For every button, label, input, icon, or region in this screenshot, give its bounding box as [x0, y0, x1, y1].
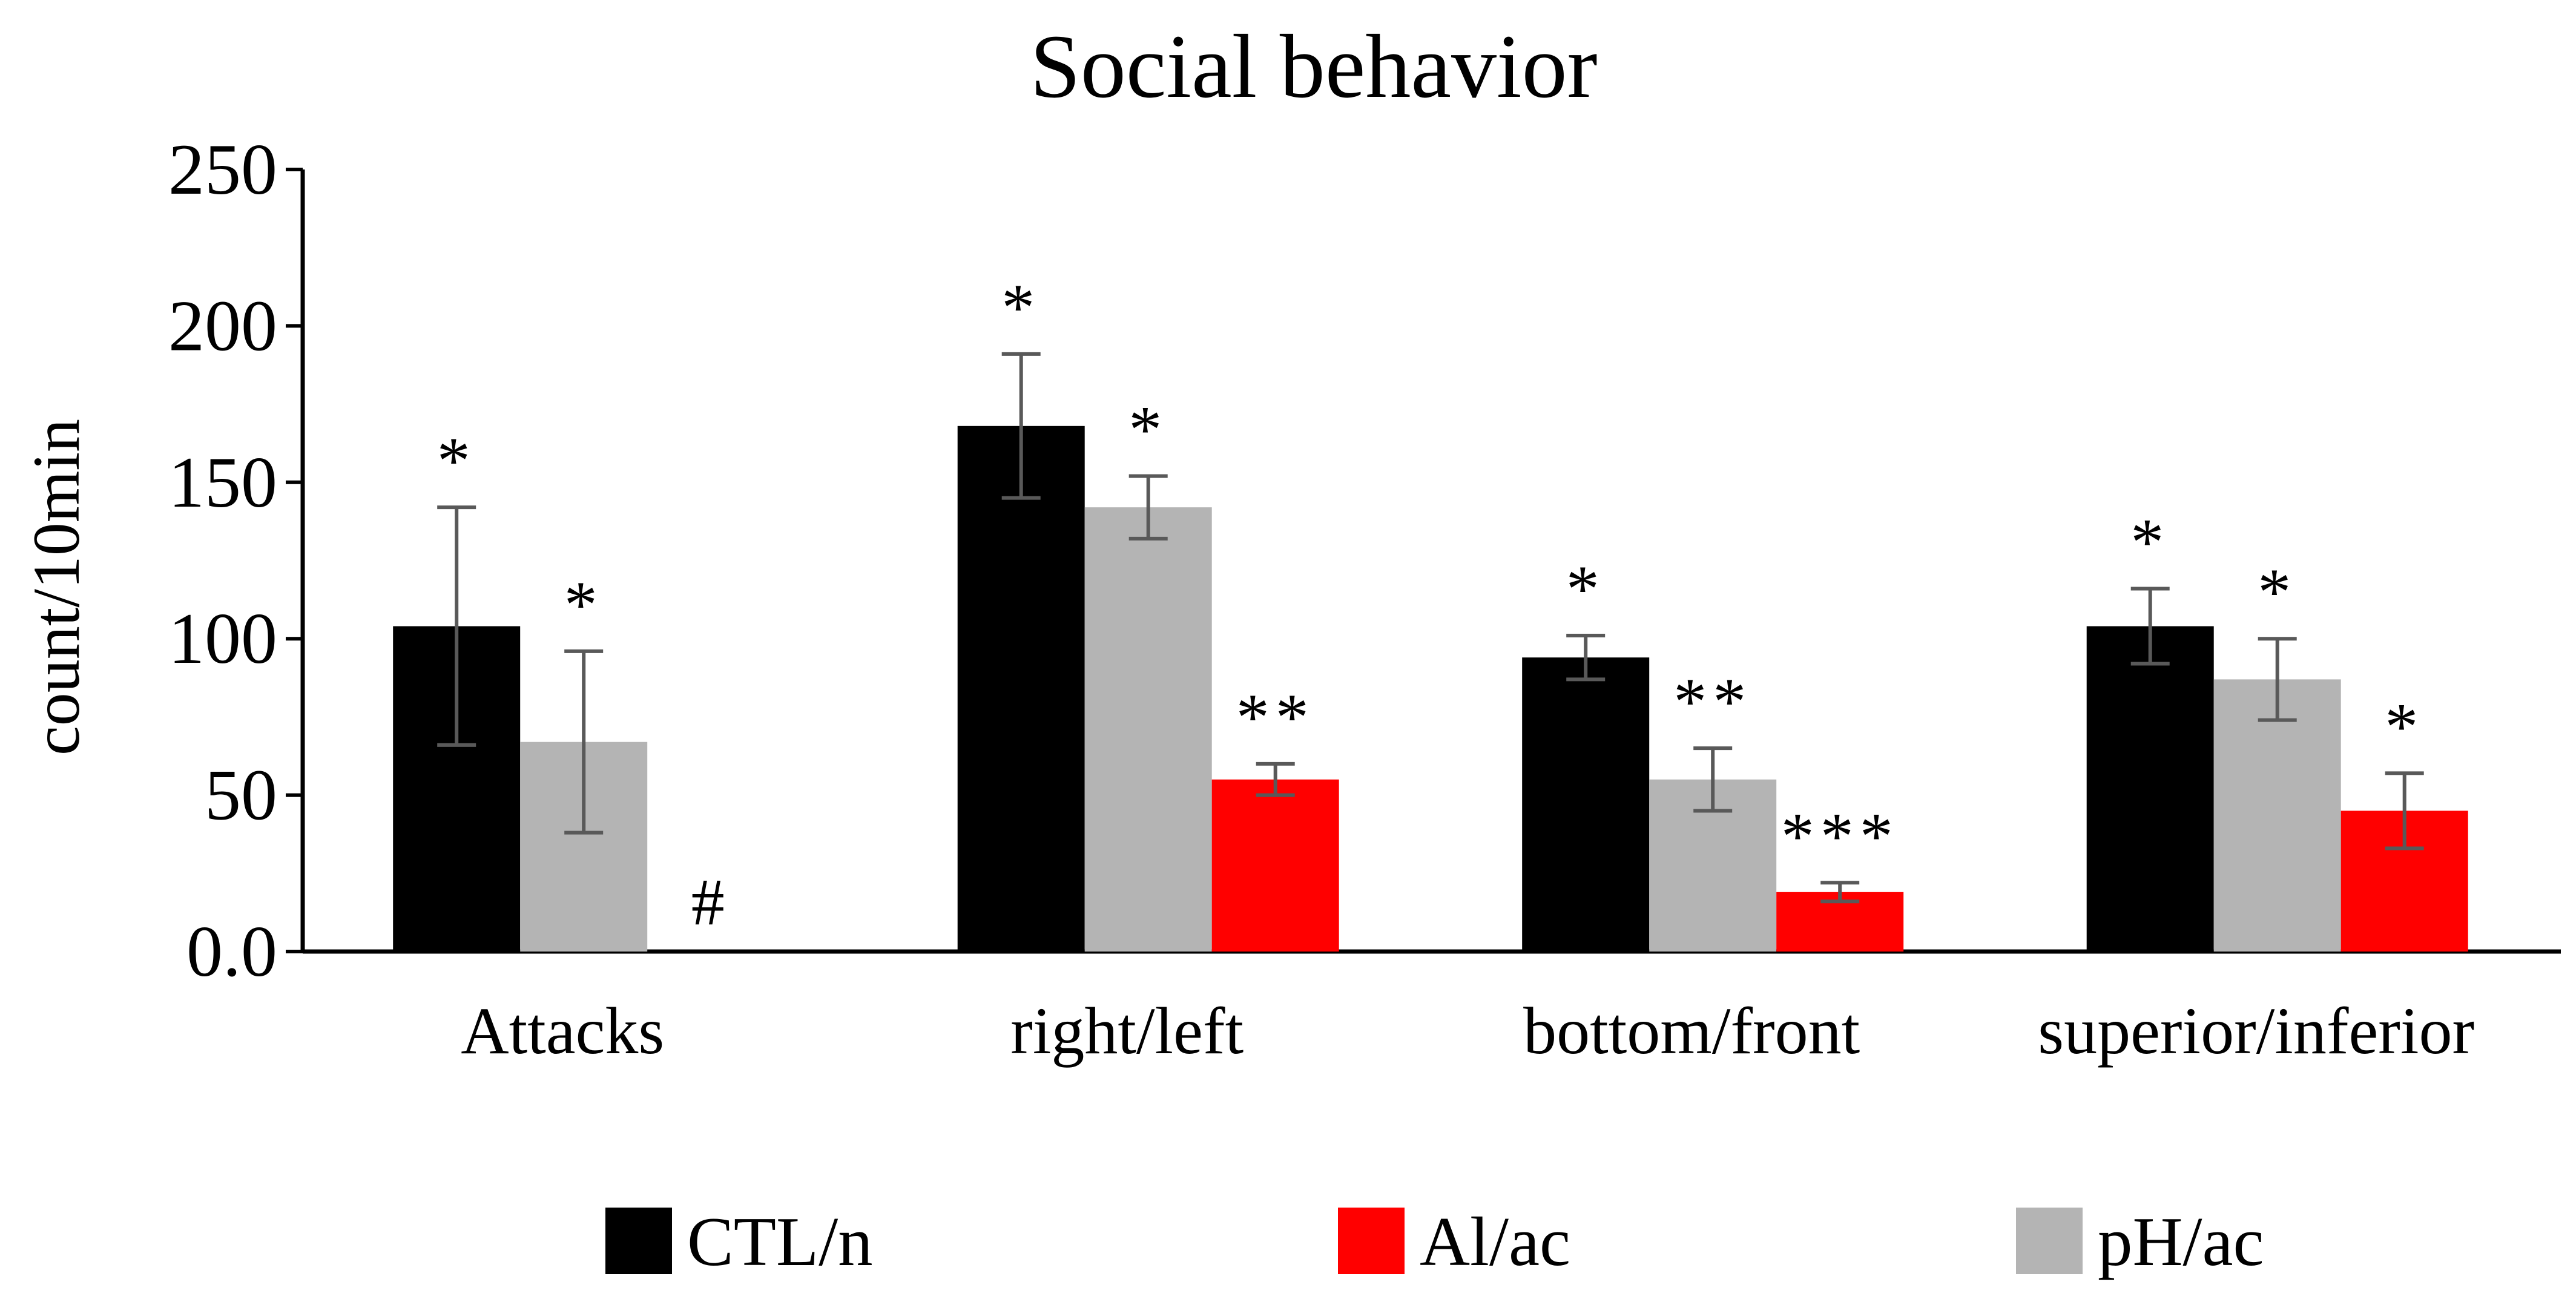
x-tick-label: right/left: [1010, 994, 1244, 1068]
legend-label: CTL/n: [687, 1203, 873, 1280]
significance-label: ***: [1781, 799, 1899, 873]
significance-label: *: [2385, 689, 2424, 763]
significance-label: *: [1128, 392, 1168, 466]
bar: [1084, 507, 1212, 952]
significance-label: **: [1236, 680, 1315, 754]
significance-label: *: [2258, 555, 2297, 629]
y-tick-label: 200: [168, 285, 277, 366]
y-tick-label: 100: [168, 598, 277, 679]
bar: [1522, 657, 1650, 952]
y-tick-label: 250: [168, 129, 277, 209]
x-tick-label: Attacks: [461, 994, 664, 1068]
y-tick-label: 50: [205, 755, 277, 835]
plot-area: 0.050100150200250**#Attacks****right/lef…: [168, 129, 2561, 1068]
chart-title: Social behavior: [1030, 16, 1597, 117]
bar: [1211, 779, 1339, 952]
significance-label: #: [691, 865, 731, 939]
y-axis-label: count/10min: [19, 419, 93, 755]
significance-label: *: [1566, 552, 1606, 626]
x-tick-label: bottom/front: [1523, 994, 1860, 1068]
legend-label: pH/ac: [2098, 1203, 2264, 1280]
legend: CTL/n Al/ac pH/ac: [605, 1203, 2264, 1280]
x-tick-label: superior/inferior: [2038, 994, 2474, 1068]
bar: [2086, 626, 2214, 952]
significance-label: *: [564, 568, 604, 642]
significance-label: *: [1001, 271, 1041, 344]
bar: [957, 426, 1085, 952]
legend-swatch: [2016, 1208, 2083, 1274]
legend-swatch: [605, 1208, 672, 1274]
bar: [2213, 679, 2341, 952]
significance-label: **: [1673, 665, 1752, 738]
legend-label: Al/ac: [1420, 1203, 1570, 1280]
significance-label: *: [437, 424, 476, 498]
significance-label: *: [2130, 505, 2170, 579]
legend-swatch: [1338, 1208, 1405, 1274]
y-tick-label: 0.0: [186, 911, 277, 991]
y-tick-label: 150: [168, 442, 277, 522]
